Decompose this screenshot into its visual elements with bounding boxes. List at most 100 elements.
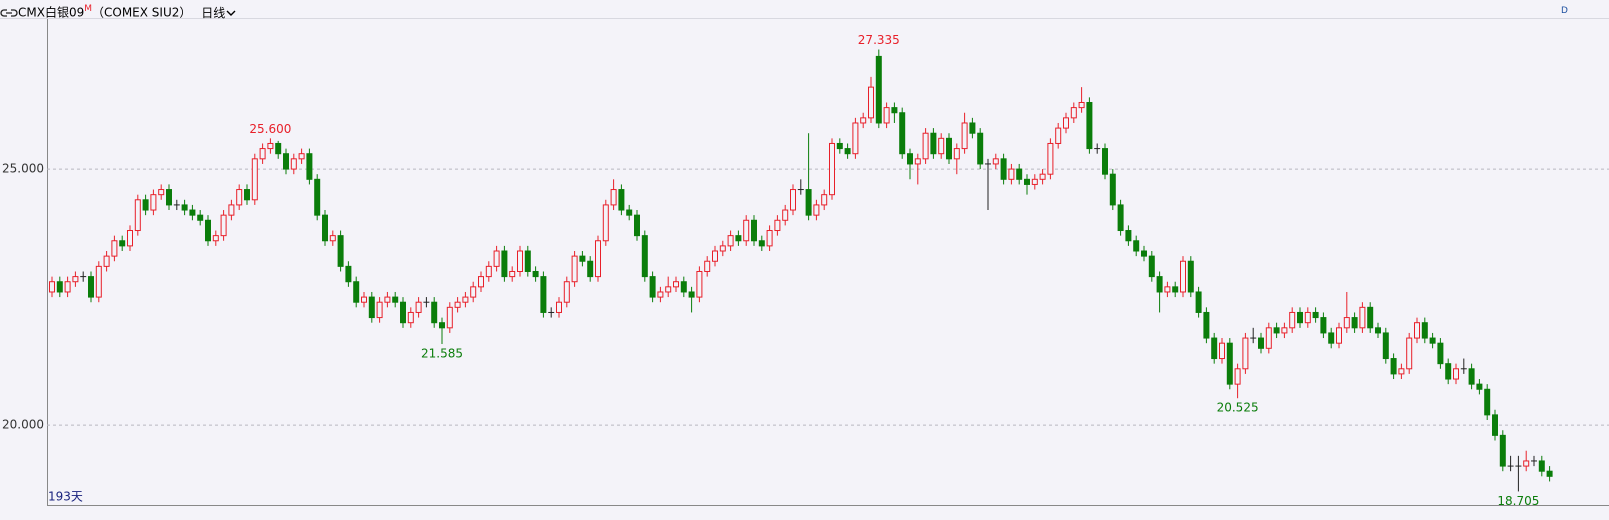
candle-body [103, 255, 110, 267]
chevron[interactable] [225, 7, 237, 19]
candle-body [150, 194, 157, 211]
candle-body [641, 235, 648, 278]
candle-body [1538, 460, 1545, 472]
candle-body [1351, 317, 1358, 329]
candle-body [509, 270, 516, 278]
candle-body [914, 158, 921, 165]
candle-body [930, 132, 937, 155]
candle-body [517, 250, 523, 272]
candle-body [205, 219, 211, 242]
candle-body [1031, 178, 1038, 185]
period-select[interactable]: 日线 [201, 5, 226, 20]
candle-body [376, 301, 383, 319]
candle-body [1078, 101, 1085, 109]
candle-body [790, 189, 796, 211]
symbol-suffix: M [84, 4, 92, 14]
candle-body [56, 281, 63, 293]
candle-body [1125, 230, 1132, 242]
candle-body [860, 117, 867, 124]
candle-body [470, 286, 477, 298]
candle-body [805, 189, 812, 216]
candle-body [345, 265, 352, 283]
candle-body [821, 194, 828, 206]
candle-body [680, 281, 687, 293]
candle-body [1336, 327, 1342, 344]
low-annotation: 20.525 [1217, 401, 1259, 415]
candle-body [891, 107, 898, 114]
candle-body [64, 281, 71, 293]
candle-body [49, 281, 55, 293]
candle-body [220, 214, 227, 237]
candle-body [181, 204, 188, 211]
candle-body [758, 240, 765, 247]
low-annotation: 21.585 [421, 346, 463, 360]
candle-body [1086, 101, 1093, 150]
candle-body [579, 255, 586, 262]
candle-body [462, 296, 469, 303]
candle-body [197, 214, 204, 221]
candle-body [1304, 311, 1311, 324]
candle-body [166, 189, 172, 206]
candle-body [735, 235, 742, 242]
header: CMX白银09M（COMEX SIU2） 日线 D [0, 0, 1609, 22]
candle-body [415, 301, 422, 313]
corner-mark: D [1561, 6, 1568, 16]
candle-body [290, 158, 297, 170]
candle-body [1172, 286, 1179, 293]
candle-body [72, 276, 79, 283]
candle-body [1328, 332, 1335, 344]
link-icon[interactable] [0, 4, 18, 22]
candle-body [329, 235, 336, 242]
candle-body [478, 276, 484, 288]
candle-body [1117, 204, 1124, 232]
candle-body [766, 230, 773, 247]
candle-body [119, 240, 126, 247]
candle-body [688, 291, 695, 298]
candle-body [844, 148, 851, 155]
candle-body [111, 240, 118, 257]
candle-body [353, 281, 360, 303]
candle-body [1133, 240, 1140, 252]
symbol: CMX白银09 [18, 5, 85, 20]
candle-body [392, 296, 399, 303]
candle-body [1055, 127, 1062, 144]
candle-body [95, 265, 102, 298]
candle-body [1320, 317, 1327, 334]
candle-body [384, 296, 391, 303]
y-tick-label: 25.000 [2, 162, 44, 176]
candle-body [127, 230, 133, 247]
candle-body [556, 301, 562, 313]
candle-body [212, 235, 219, 242]
candle-body [1312, 311, 1319, 319]
candle-body [875, 55, 882, 124]
candle-body [1000, 158, 1007, 180]
candle-body [953, 148, 960, 160]
candle-body [298, 153, 305, 160]
candle-body [1499, 434, 1506, 467]
candle-body [314, 178, 321, 216]
candle-body [1281, 327, 1288, 334]
high-annotation: 27.335 [858, 33, 900, 47]
candle-body [1180, 260, 1186, 293]
low-annotation: 18.705 [1497, 494, 1539, 508]
candle-body [704, 260, 711, 272]
candle-body [1382, 332, 1389, 360]
candle-body [407, 311, 414, 324]
candle-body [283, 153, 289, 170]
candle-body [439, 322, 445, 329]
candle-body [899, 112, 906, 155]
count-label: 193天 [48, 490, 83, 504]
candle-body [938, 137, 945, 155]
candle-body [829, 142, 835, 196]
candle-body [751, 219, 757, 242]
candle-body [1258, 337, 1264, 349]
candle-body [836, 142, 843, 150]
candle-body [228, 204, 235, 216]
candle-body [961, 122, 968, 150]
candle-body [1406, 337, 1413, 370]
candle-body [1109, 173, 1116, 206]
symbol-code: （COMEX SIU2） [92, 5, 192, 20]
candle-body [1141, 250, 1147, 257]
candle-body [158, 189, 165, 196]
